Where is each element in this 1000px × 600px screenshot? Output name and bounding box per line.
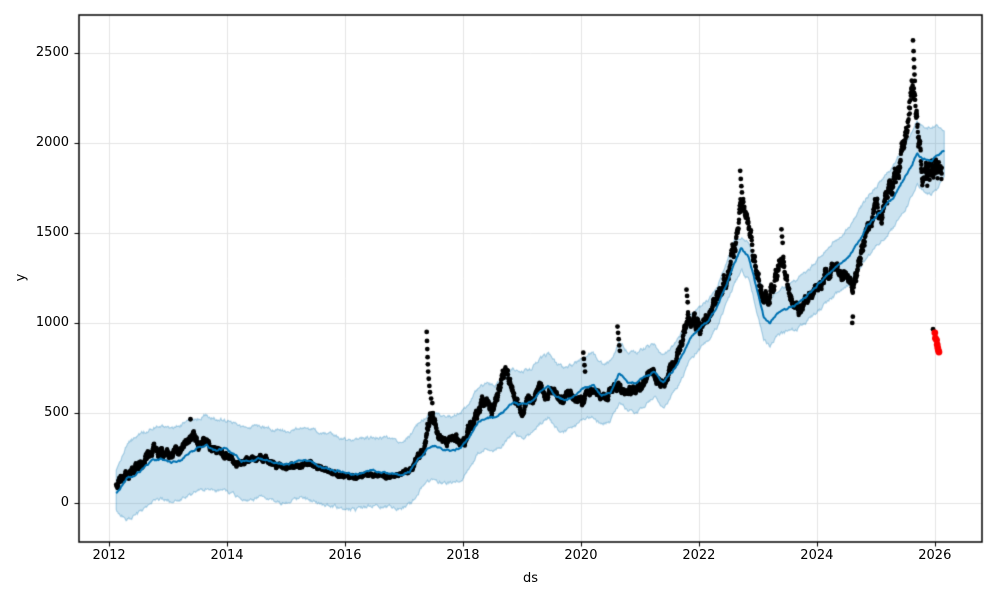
x-tick-label: 2012 [92,548,126,563]
x-tick-label: 2020 [564,548,598,563]
x-axis-label: ds [522,571,539,586]
x-tick-label: 2018 [446,548,480,563]
y-axis-label: y [13,273,29,282]
y-tick-label: 1000 [35,314,69,330]
y-tick-label: 500 [44,404,69,420]
y-tick-label: 0 [60,494,69,510]
y-tick-label: 2500 [35,44,69,60]
x-tick-label: 2024 [800,548,834,563]
x-tick-label: 2026 [918,548,952,563]
x-tick-label: 2016 [328,548,362,563]
y-tick-label: 2000 [35,134,69,150]
x-tick-label: 2014 [210,548,244,563]
y-tick-label: 1500 [35,224,69,240]
x-tick-label: 2022 [682,548,716,563]
